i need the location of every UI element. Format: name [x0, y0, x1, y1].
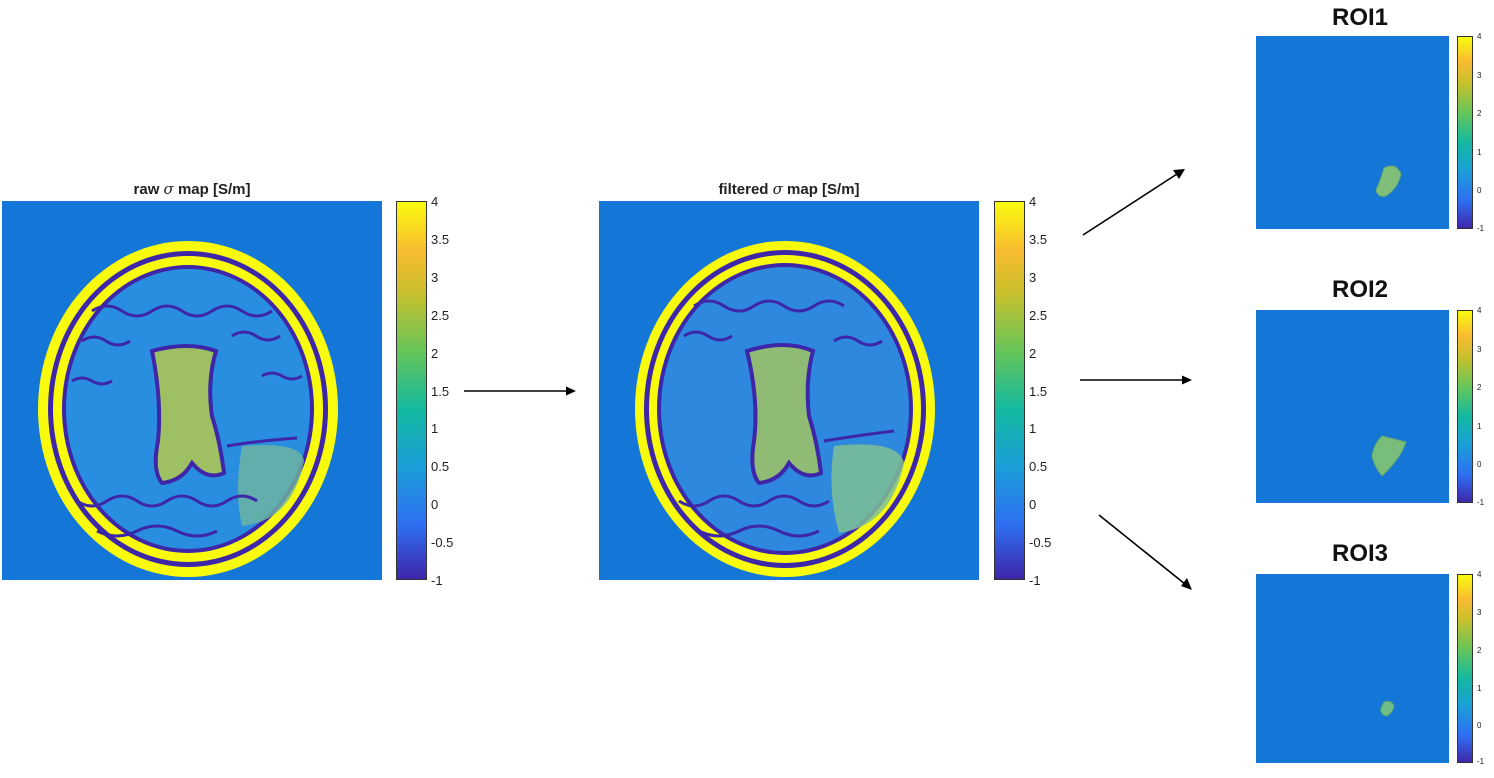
tick-label: 1: [1477, 422, 1482, 431]
filtered-conductivity-map: [599, 201, 979, 580]
arrow-raw-to-filtered: [464, 386, 576, 396]
tick-label: 1.5: [431, 384, 450, 399]
roi3-colorbar: [1457, 574, 1473, 763]
title-suffix: map [S/m]: [782, 181, 860, 198]
tick-label: 0: [1477, 460, 1482, 469]
tick-label: 1: [1029, 421, 1037, 436]
tick-label: 4: [431, 194, 439, 209]
tick-label: -1: [1477, 757, 1485, 766]
tick-label: 4: [1477, 570, 1482, 579]
tick-label: 4: [1477, 32, 1482, 41]
tick-label: 0: [1029, 497, 1037, 512]
tick-label: 3.5: [431, 232, 450, 247]
roi1-map: [1256, 36, 1449, 229]
tick-label: 2: [1477, 383, 1482, 392]
tick-label: 4: [1029, 194, 1037, 209]
tick-label: 1: [1477, 148, 1482, 157]
tick-label: 3: [1477, 608, 1482, 617]
tick-label: 4: [1477, 306, 1482, 315]
roi1-colorbar: [1457, 36, 1473, 229]
tick-label: 3: [1029, 270, 1037, 285]
tick-label: 0: [1477, 721, 1482, 730]
title-suffix: map [S/m]: [173, 181, 251, 198]
sigma-symbol: σ: [772, 180, 783, 198]
roi3-title: ROI3: [1331, 540, 1388, 567]
tick-label: 3: [431, 270, 439, 285]
tick-label: 2: [1477, 646, 1482, 655]
tick-label: 2: [1029, 346, 1037, 361]
raw-colorbar: [396, 201, 427, 580]
roi2-colorbar-ticks: 4 3 2 1 0 -1: [1474, 306, 1492, 507]
roi1-colorbar-ticks: 4 3 2 1 0 -1: [1474, 32, 1492, 233]
tick-label: 3: [1477, 345, 1482, 354]
tick-label: 1.5: [1029, 384, 1048, 399]
tick-label: 2: [431, 346, 439, 361]
tick-label: 2: [1477, 109, 1482, 118]
tick-label: -1: [1477, 498, 1485, 507]
raw-colorbar-ticks: 4 3.5 3 2.5 2 1.5 1 0.5 0 -0.5 -1: [427, 194, 467, 588]
roi1-title: ROI1: [1331, 4, 1388, 31]
arrows-to-rois: [1080, 169, 1192, 590]
tick-label: 2.5: [431, 308, 450, 323]
filtered-colorbar-ticks: 4 3.5 3 2.5 2 1.5 1 0.5 0 -0.5 -1: [1025, 194, 1065, 588]
tick-label: 0: [1477, 186, 1482, 195]
raw-map-title: raw σ map [S/m]: [2, 180, 382, 198]
roi2-colorbar: [1457, 310, 1473, 503]
tick-label: 1: [431, 421, 439, 436]
tick-label: 0.5: [431, 459, 450, 474]
filtered-brain-image: [635, 241, 935, 577]
tick-label: 3: [1477, 71, 1482, 80]
roi3-colorbar-ticks: 4 3 2 1 0 -1: [1474, 570, 1492, 766]
tick-label: 3.5: [1029, 232, 1048, 247]
roi2-map: [1256, 310, 1449, 503]
roi3-lesion: [1380, 701, 1395, 717]
roi3-map: [1256, 574, 1449, 763]
sigma-symbol: σ: [163, 180, 174, 198]
raw-conductivity-map: [2, 201, 382, 580]
filtered-colorbar: [994, 201, 1025, 580]
tick-label: 1: [1477, 684, 1482, 693]
roi2-title: ROI2: [1331, 276, 1388, 303]
tick-label: -1: [431, 573, 443, 588]
tick-label: 0: [431, 497, 439, 512]
title-prefix: raw: [133, 181, 164, 198]
tick-label: 2.5: [1029, 308, 1048, 323]
title-prefix: filtered: [718, 181, 773, 198]
roi1-lesion: [1375, 165, 1402, 197]
tick-label: -0.5: [1029, 535, 1052, 550]
roi2-lesion: [1371, 435, 1407, 477]
tick-label: 0.5: [1029, 459, 1048, 474]
raw-brain-image: [38, 241, 338, 577]
tick-label: -1: [1477, 224, 1485, 233]
filtered-map-title: filtered σ map [S/m]: [599, 180, 979, 198]
tick-label: -1: [1029, 573, 1041, 588]
tick-label: -0.5: [431, 535, 454, 550]
